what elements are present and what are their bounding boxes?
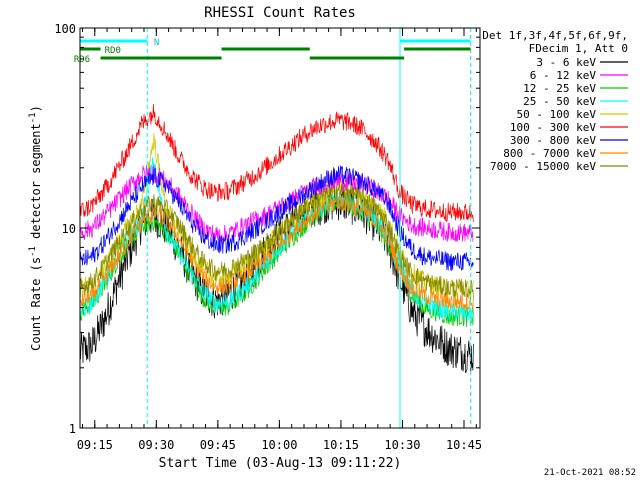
flag-label-n: N [154, 38, 159, 48]
marker-layer: N RD0 RD6 [74, 28, 472, 428]
legend-entry-label: 6 - 12 keV [530, 69, 597, 82]
series-line-8 [79, 181, 474, 300]
chart-title: RHESSI Count Rates [204, 5, 356, 21]
y-axis-label: Count Rate (s-1 detector segment-1) [28, 105, 43, 351]
x-tick-label: 10:15 [323, 438, 359, 452]
legend-header-line: Det 1f,3f,4f,5f,6f,9f, [482, 29, 628, 42]
legend-entry-label: 25 - 50 keV [523, 95, 596, 108]
y-tick-label: 10 [62, 222, 76, 236]
y-axis-label-part: ) [29, 105, 43, 112]
legend-entry-label: 800 - 7000 keV [503, 147, 596, 160]
legend-entry-label: 50 - 100 keV [517, 108, 597, 121]
x-tick-label: 09:15 [77, 438, 113, 452]
legend-header-line: FDecim 1, Att 0 [529, 42, 628, 55]
series-line-6 [79, 165, 474, 271]
y-axis-label-sup: -1 [28, 112, 38, 123]
footer-timestamp: 21-Oct-2021 08:52 [544, 468, 636, 478]
series-line-5 [79, 103, 474, 223]
series-line-1 [79, 164, 474, 244]
y-axis-label-sup: -1 [28, 246, 38, 257]
y-axis-label-part: detector segment [29, 123, 43, 246]
legend-entry-label: 7000 - 15000 keV [490, 160, 596, 173]
legend-entry-label: 100 - 300 keV [510, 121, 596, 134]
series-layer [79, 103, 474, 374]
x-tick-label: 09:30 [138, 438, 174, 452]
legend-entry-label: 3 - 6 keV [536, 56, 596, 69]
flag-label-rd6: RD6 [74, 55, 90, 65]
flag-label-rd0: RD0 [105, 46, 121, 56]
y-tick-label: 100 [54, 22, 76, 36]
x-tick-label: 09:45 [200, 438, 236, 452]
x-tick-label: 10:00 [261, 438, 297, 452]
x-tick-label: 10:45 [446, 438, 482, 452]
axis-layer: 09:15 09:30 09:45 10:00 10:15 10:30 10:45 1 10 10… [54, 22, 482, 452]
x-tick-label: 10:30 [384, 438, 420, 452]
legend-entry-label: 12 - 25 keV [523, 82, 596, 95]
y-tick-label: 1 [69, 422, 76, 436]
legend-entry-label: 300 - 800 keV [510, 134, 596, 147]
y-axis-label-part: Count Rate (s [29, 257, 43, 351]
x-axis-label: Start Time (03-Aug-13 09:11:22) [159, 456, 402, 471]
legend: Det 1f,3f,4f,5f,6f,9f,FDecim 1, Att 03 -… [482, 29, 628, 173]
